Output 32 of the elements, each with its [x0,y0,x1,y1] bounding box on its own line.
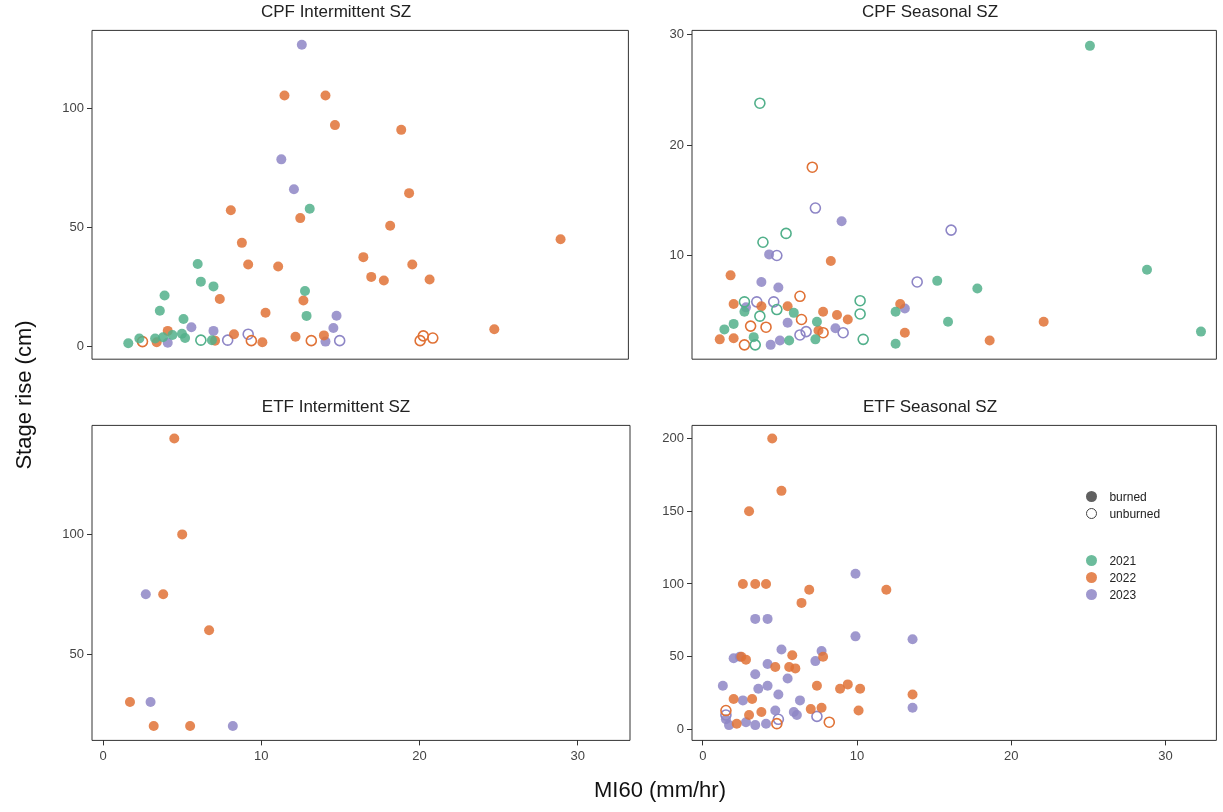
y-axis-title: Stage rise (cm) [11,320,37,470]
x-tick-label: 0 [699,747,707,763]
x-axis-title: MI60 (mm/hr) [594,777,726,803]
legend-label: 2022 [1109,570,1137,585]
legend-label: 2021 [1109,553,1137,568]
y-tick-label: 0 [76,338,84,354]
legend-label: 2023 [1109,587,1137,602]
chart-title: ETF Intermittent SZ [261,396,411,416]
chart-title: CPF Seasonal SZ [861,1,999,21]
y-tick-label: 0 [676,721,684,737]
y-tick-label: 200 [662,430,684,446]
x-tick-label: 20 [412,747,427,763]
y-tick-label: 30 [669,26,684,42]
legend-label: unburned [1109,506,1161,521]
y-tick-label: 50 [669,648,684,664]
y-tick-label: 100 [62,525,84,541]
y-tick-label: 10 [669,247,684,263]
chart-title: ETF Seasonal SZ [862,396,998,416]
x-tick-label: 30 [1158,747,1173,763]
y-tick-label: 50 [69,219,84,235]
x-tick-label: 20 [1004,747,1019,763]
x-tick-label: 30 [570,747,586,763]
chart-title: CPF Intermittent SZ [260,1,412,21]
x-tick-label: 10 [254,747,269,763]
legend-label: burned [1109,489,1147,504]
y-tick-label: 50 [69,645,84,661]
y-tick-label: 100 [662,575,684,591]
y-tick-label: 20 [669,136,684,152]
x-tick-label: 0 [99,747,107,763]
y-tick-label: 150 [662,502,684,518]
y-tick-label: 100 [62,100,84,116]
x-tick-label: 10 [849,747,865,763]
